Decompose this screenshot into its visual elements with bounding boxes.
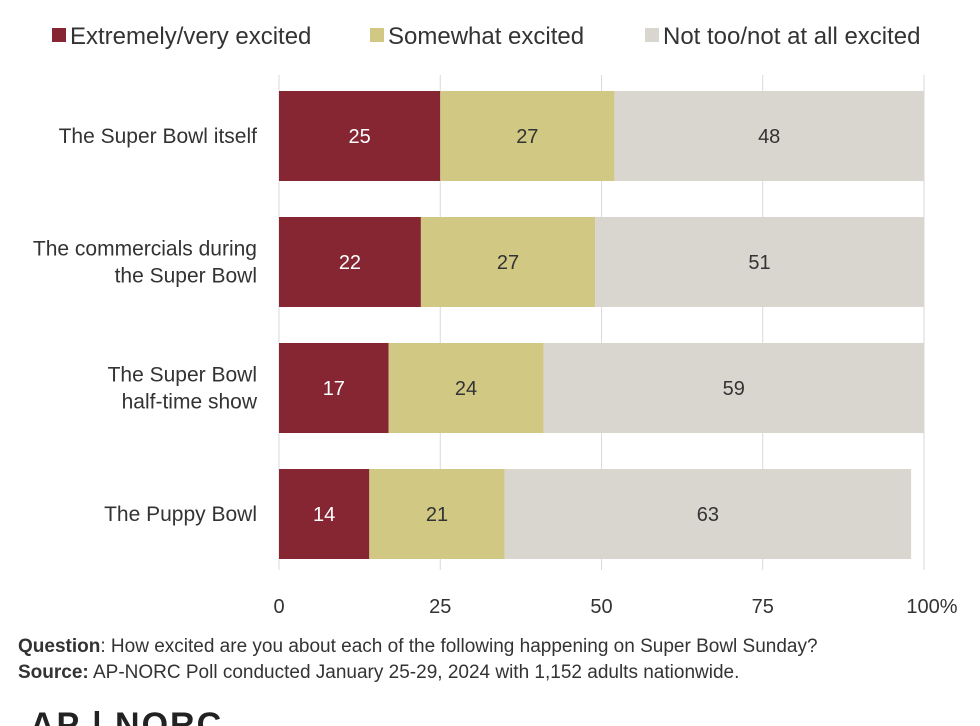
category-label-1: The Super Bowl itself (59, 125, 258, 148)
bar-1-2 (440, 91, 615, 181)
bar-value-1-1: 25 (349, 126, 371, 148)
bar-1-3 (614, 91, 924, 181)
x-tick-label-50: 50 (590, 596, 612, 618)
ap-norc-logo: AP | NORC (30, 706, 224, 726)
legend-swatch-3 (645, 28, 659, 42)
source-text: AP-NORC Poll conducted January 25-29, 20… (88, 662, 740, 683)
x-tick-label-25: 25 (429, 596, 451, 618)
question-label: Question (18, 636, 101, 657)
x-tick-label-100: 100% (906, 596, 957, 618)
bar-value-1-2: 27 (516, 126, 538, 148)
category-label-3-line-2: half-time show (122, 391, 258, 414)
bar-value-2-1: 22 (339, 252, 361, 274)
question-line: Question: How excited are you about each… (18, 634, 818, 660)
bar-value-2-3: 51 (748, 252, 770, 274)
bar-2-1 (279, 217, 421, 307)
x-tick-label-75: 75 (752, 596, 774, 618)
bar-value-4-3: 63 (697, 504, 719, 526)
bar-4-2 (369, 469, 505, 559)
x-tick-label-0: 0 (273, 596, 284, 618)
bar-2-3 (595, 217, 924, 307)
category-label-4: The Puppy Bowl (104, 503, 257, 526)
bar-2-2 (420, 217, 596, 307)
bar-value-1-3: 48 (758, 126, 780, 148)
legend-label-3: Not too/not at all excited (663, 23, 920, 50)
bar-4-1 (279, 469, 370, 559)
bar-value-2-2: 27 (497, 252, 519, 274)
bar-3-2 (388, 343, 544, 433)
category-label-3-line-1: The Super Bowl (108, 364, 257, 387)
chart: Extremely/very excited Somewhat excited No… (33, 23, 958, 618)
category-label-2-line-2: the Super Bowl (115, 265, 257, 288)
bar-value-4-2: 21 (426, 504, 448, 526)
legend-swatch-2 (370, 28, 384, 42)
legend-label-1: Extremely/very excited (70, 23, 311, 50)
bar-3-1 (279, 343, 389, 433)
bar-value-3-3: 59 (723, 378, 745, 400)
bar-value-3-2: 24 (455, 378, 477, 400)
category-label-2-line-1: The commercials during (33, 238, 257, 261)
bar-value-4-1: 14 (313, 504, 335, 526)
bar-value-3-1: 17 (323, 378, 345, 400)
question-text: : How excited are you about each of the … (100, 636, 818, 657)
source-line: Source: AP-NORC Poll conducted January 2… (18, 660, 818, 686)
source-label: Source: (18, 662, 89, 683)
bar-1-1 (279, 91, 441, 181)
chart-footer: Question: How excited are you about each… (18, 634, 818, 686)
legend-swatch-1 (52, 28, 66, 42)
bar-4-3 (504, 469, 912, 559)
bar-3-3 (543, 343, 924, 433)
legend-label-2: Somewhat excited (388, 23, 584, 50)
